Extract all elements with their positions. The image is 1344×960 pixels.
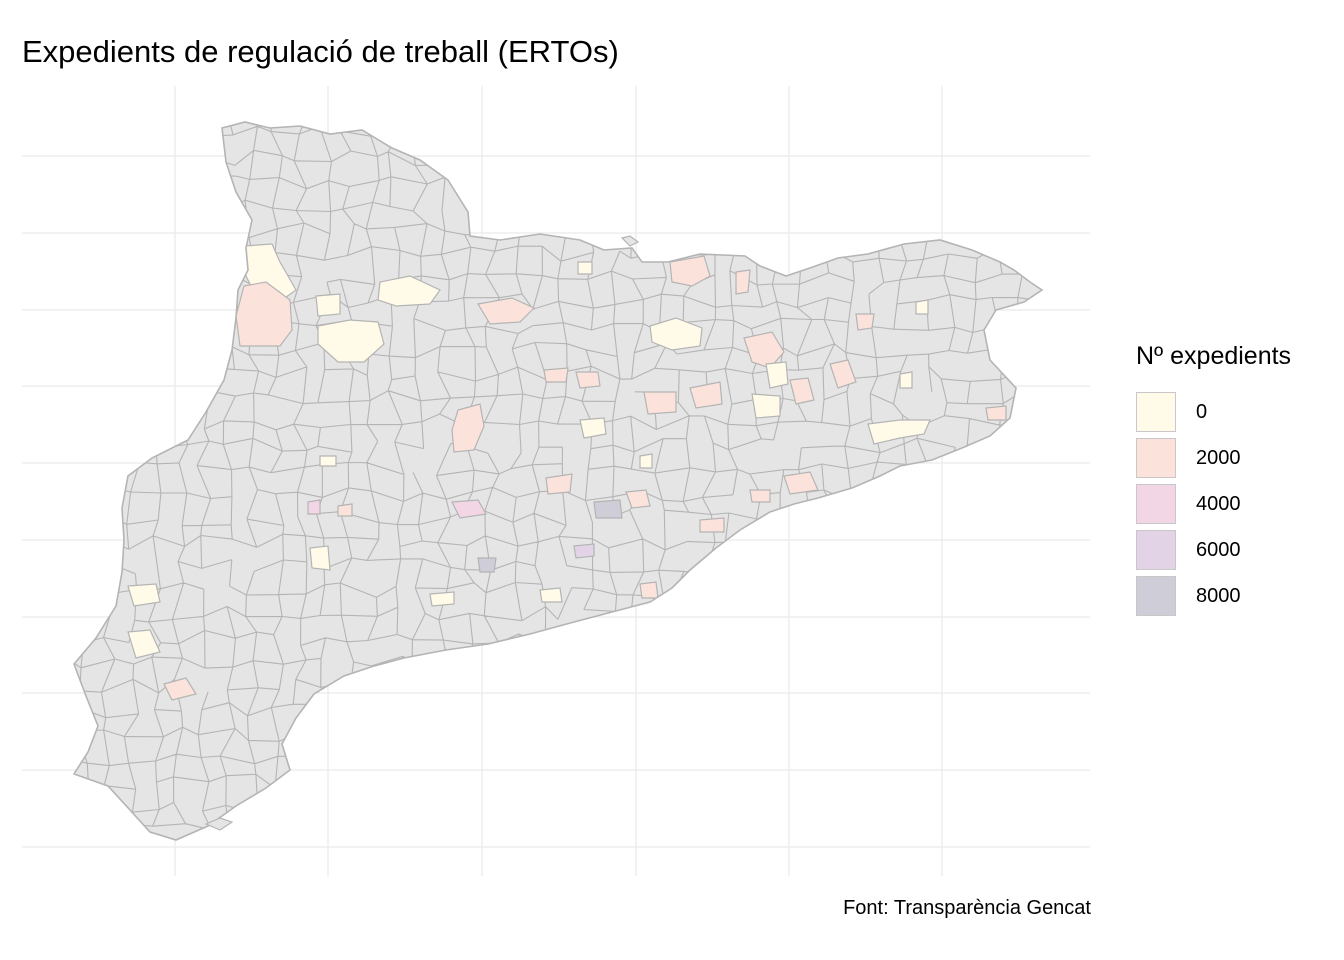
- legend-item: 4000: [1136, 481, 1336, 527]
- legend-swatch: [1136, 392, 1176, 432]
- municipality[interactable]: [751, 393, 781, 419]
- municipality[interactable]: [649, 317, 703, 351]
- municipality[interactable]: [477, 297, 536, 325]
- islet: [204, 817, 234, 831]
- municipality[interactable]: [699, 517, 725, 533]
- municipality[interactable]: [577, 261, 593, 275]
- municipality[interactable]: [749, 489, 771, 503]
- municipality[interactable]: [765, 361, 789, 389]
- municipality[interactable]: [319, 455, 337, 467]
- legend-item: 6000: [1136, 527, 1336, 573]
- legend-swatch: [1136, 530, 1176, 570]
- municipality[interactable]: [899, 371, 913, 389]
- municipality[interactable]: [543, 367, 569, 383]
- municipality[interactable]: [783, 471, 819, 495]
- municipality[interactable]: [829, 359, 857, 389]
- legend-swatch: [1136, 438, 1176, 478]
- highlighted-municipalities: [127, 243, 1007, 701]
- municipality[interactable]: [451, 499, 487, 519]
- legend-label: 8000: [1196, 584, 1241, 607]
- legend-swatch: [1136, 484, 1176, 524]
- municipality[interactable]: [429, 591, 455, 607]
- municipality[interactable]: [593, 499, 623, 519]
- municipality[interactable]: [477, 557, 497, 573]
- municipality[interactable]: [377, 275, 441, 307]
- catalonia-outline: [72, 121, 1044, 841]
- municipality[interactable]: [573, 543, 595, 559]
- municipality[interactable]: [639, 453, 653, 469]
- municipality[interactable]: [625, 489, 651, 509]
- municipality[interactable]: [575, 371, 601, 389]
- municipality[interactable]: [789, 377, 815, 405]
- municipality-layer: [72, 121, 1044, 841]
- legend-item: 0: [1136, 389, 1336, 435]
- municipality[interactable]: [451, 403, 485, 453]
- map-title: Expedients de regulació de treball (ERTO…: [22, 34, 619, 69]
- legend-label: 4000: [1196, 492, 1241, 515]
- municipality[interactable]: [127, 583, 161, 607]
- municipality[interactable]: [317, 319, 385, 363]
- source-caption: Font: Transparència Gencat: [843, 897, 1091, 919]
- municipality[interactable]: [915, 299, 929, 315]
- municipality[interactable]: [235, 281, 293, 347]
- municipality[interactable]: [639, 581, 659, 599]
- municipality[interactable]: [315, 293, 341, 317]
- legend: Nº expedients 0 2000 4000 6000 8000: [1136, 342, 1336, 619]
- legend-item: 2000: [1136, 435, 1336, 481]
- municipality[interactable]: [735, 269, 751, 295]
- municipality[interactable]: [545, 473, 573, 495]
- municipality[interactable]: [669, 255, 711, 287]
- legend-title: Nº expedients: [1136, 342, 1292, 370]
- municipality[interactable]: [743, 331, 785, 369]
- municipality[interactable]: [867, 419, 931, 445]
- legend-label: 6000: [1196, 538, 1241, 561]
- municipality[interactable]: [539, 587, 563, 603]
- legend-swatch: [1136, 576, 1176, 616]
- municipality[interactable]: [643, 391, 677, 415]
- legend-label: 0: [1196, 400, 1208, 423]
- municipality[interactable]: [855, 313, 875, 331]
- municipality[interactable]: [579, 417, 607, 439]
- legend-item: 8000: [1136, 573, 1336, 619]
- municipality[interactable]: [309, 545, 331, 571]
- islet: [620, 235, 640, 247]
- municipality[interactable]: [163, 677, 197, 701]
- municipality[interactable]: [985, 405, 1007, 421]
- municipality[interactable]: [127, 629, 161, 659]
- municipality[interactable]: [307, 499, 321, 515]
- municipality[interactable]: [337, 503, 353, 517]
- municipality[interactable]: [689, 381, 723, 409]
- legend-label: 2000: [1196, 446, 1241, 469]
